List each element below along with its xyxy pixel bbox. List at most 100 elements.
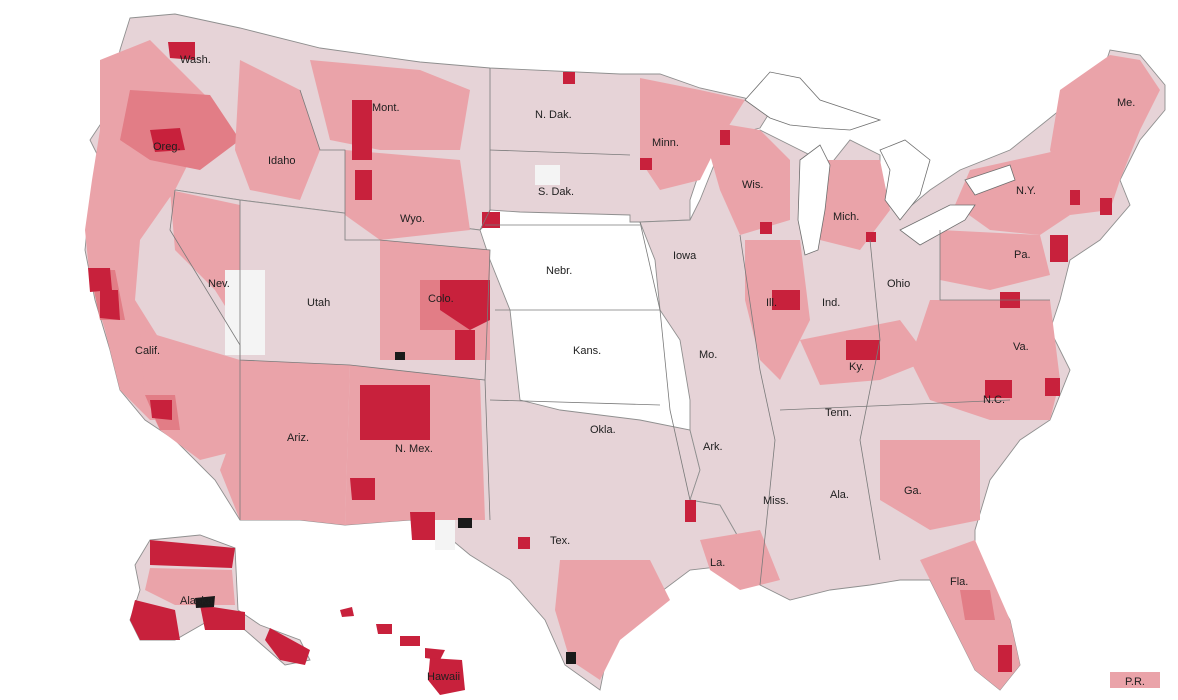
label-va: Va. xyxy=(1013,341,1029,353)
puerto-rico-shape xyxy=(1110,672,1160,688)
patch-new-york xyxy=(955,150,1070,235)
label-nev: Nev. xyxy=(208,278,230,290)
lake-huron xyxy=(879,139,931,221)
patch-los-angeles xyxy=(150,400,172,420)
label-ill: Ill. xyxy=(766,297,777,309)
label-oreg: Oreg. xyxy=(153,141,181,153)
label-nc: N.C. xyxy=(983,394,1005,406)
label-utah: Utah xyxy=(307,297,330,309)
alaska-panhandle xyxy=(265,628,310,665)
alaska-southcentral xyxy=(200,605,245,630)
patch-wyoming xyxy=(345,150,470,240)
state-borders xyxy=(169,68,1050,586)
label-nmex: N. Mex. xyxy=(395,443,433,455)
lake-erie xyxy=(899,204,976,246)
label-ark: Ark. xyxy=(703,441,723,453)
lake-michigan xyxy=(797,144,831,256)
border-tn-nc xyxy=(779,399,1011,411)
patch-bay-area xyxy=(88,268,112,292)
patch-wisconsin-spot xyxy=(720,130,730,145)
label-ny: N.Y. xyxy=(1016,185,1036,197)
patch-montana-strip xyxy=(352,100,372,160)
label-colo: Colo. xyxy=(428,293,454,305)
label-sdak: S. Dak. xyxy=(538,186,574,198)
patch-arizona xyxy=(220,360,350,525)
patch-california-central xyxy=(100,290,120,320)
choropleth-patches xyxy=(85,40,1160,690)
label-wash: Wash. xyxy=(180,54,211,66)
patch-north-dakota xyxy=(563,72,575,84)
patch-texas-white xyxy=(435,520,455,550)
patch-new-england xyxy=(1050,55,1160,215)
patch-new-york-city xyxy=(1050,235,1068,262)
patch-boston xyxy=(1100,198,1112,215)
patch-new-mexico-black xyxy=(395,352,405,360)
lake-superior xyxy=(744,71,882,131)
patch-montana-bozeman xyxy=(355,170,372,200)
patch-wisconsin-madison xyxy=(760,222,772,234)
label-ndak: N. Dak. xyxy=(535,109,572,121)
patch-central-oregon xyxy=(150,128,185,152)
patch-nevada-south xyxy=(170,190,240,330)
patch-nc-coast xyxy=(1045,378,1060,396)
label-fla: Fla. xyxy=(950,576,968,588)
border-in-ky-al xyxy=(859,239,881,561)
label-miss: Miss. xyxy=(763,495,789,507)
label-mo: Mo. xyxy=(699,349,717,361)
patch-seattle xyxy=(168,42,195,60)
hawaii xyxy=(340,607,465,695)
border-central-n-s xyxy=(639,221,691,501)
label-alaska: Alaska xyxy=(180,595,214,607)
patch-illinois-central xyxy=(772,290,800,310)
label-calif: Calif. xyxy=(135,345,160,357)
label-kans: Kans. xyxy=(573,345,601,357)
label-ind: Ind. xyxy=(822,297,840,309)
patch-louisiana xyxy=(700,530,780,590)
patch-northern-new-mexico xyxy=(360,385,430,440)
alaska-southwest xyxy=(130,600,180,640)
label-ohio: Ohio xyxy=(887,278,910,290)
border-mt-nd xyxy=(479,68,491,231)
label-pa: Pa. xyxy=(1014,249,1031,261)
label-tex: Tex. xyxy=(550,535,570,547)
label-iowa: Iowa xyxy=(673,250,697,262)
patch-south-dakota-white xyxy=(535,165,560,185)
patch-el-paso xyxy=(410,512,435,540)
hawaii-island-1 xyxy=(340,607,354,617)
patch-pennsylvania xyxy=(940,230,1050,290)
patch-virginia-nc xyxy=(910,300,1060,420)
patch-michigan-spot xyxy=(866,232,876,242)
border-nd-sd xyxy=(489,149,631,156)
patch-texas-county xyxy=(518,537,530,549)
state-labels: Wash. Oreg. Calif. Idaho Nev. Utah Ariz.… xyxy=(135,54,1145,688)
label-okla: Okla. xyxy=(590,424,616,436)
label-la: La. xyxy=(710,557,725,569)
border-ca-nv xyxy=(169,189,241,520)
label-wis: Wis. xyxy=(742,179,763,191)
alaska xyxy=(129,534,311,666)
patch-minnesota-spot xyxy=(640,158,652,170)
patch-southern-new-mexico xyxy=(350,478,375,500)
label-mich: Mich. xyxy=(833,211,859,223)
label-ala: Ala. xyxy=(830,489,849,501)
patch-colorado-south xyxy=(455,330,475,360)
patch-michigan xyxy=(820,160,890,250)
patch-texas-coast xyxy=(555,560,670,680)
patch-north-carolina-triangle xyxy=(985,380,1012,398)
hawaii-island-2 xyxy=(376,624,392,634)
label-pr: P.R. xyxy=(1125,676,1145,688)
patch-colorado-mountains xyxy=(440,280,490,330)
patch-south-texas-black xyxy=(566,652,576,664)
patch-idaho xyxy=(235,60,320,200)
border-nm-tx xyxy=(484,379,491,521)
patch-kentucky-spot xyxy=(846,340,880,360)
border-ks-ok xyxy=(489,399,661,406)
border-id-wy xyxy=(299,89,380,241)
label-minn: Minn. xyxy=(652,137,679,149)
hawaii-big-island xyxy=(428,658,465,695)
label-tenn: Tenn. xyxy=(825,407,852,419)
label-wyo: Wyo. xyxy=(400,213,425,225)
label-hawaii: Hawaii xyxy=(427,671,460,683)
border-pa-va xyxy=(939,230,1050,301)
